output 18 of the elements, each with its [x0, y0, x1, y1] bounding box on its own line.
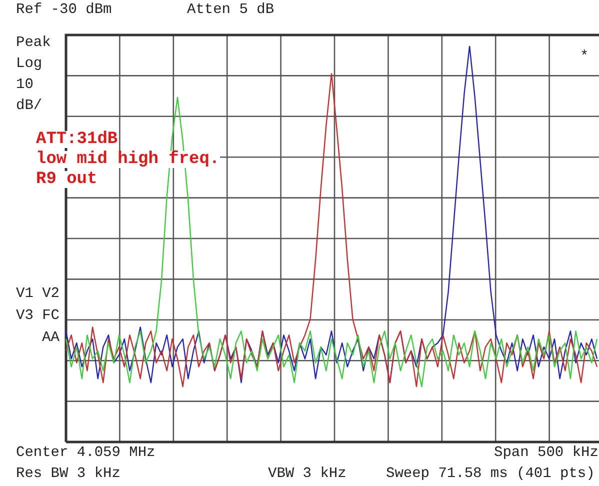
text: VBW 3 kHz	[268, 466, 346, 482]
text: AA	[42, 330, 60, 346]
text: Sweep 71.58 ms (401 pts)	[386, 466, 595, 482]
text: Center 4.059 MHz	[16, 445, 156, 461]
annotation: ATT:31dB	[36, 130, 118, 149]
annotation: R9 out	[36, 170, 98, 189]
text: V3 FC	[16, 308, 60, 324]
text: Res BW 3 kHz	[16, 466, 120, 482]
text: Atten 5 dB	[187, 2, 274, 18]
text: Span 500 kHz	[494, 445, 598, 461]
text: Log	[16, 56, 42, 72]
text: Ref -30 dBm	[16, 2, 112, 18]
text: 10	[16, 77, 34, 93]
text: dB/	[16, 98, 42, 114]
annotation: *	[580, 49, 589, 65]
annotation: low mid high freq.	[36, 150, 220, 169]
text: Peak	[16, 35, 51, 51]
text: V1 V2	[16, 286, 60, 302]
